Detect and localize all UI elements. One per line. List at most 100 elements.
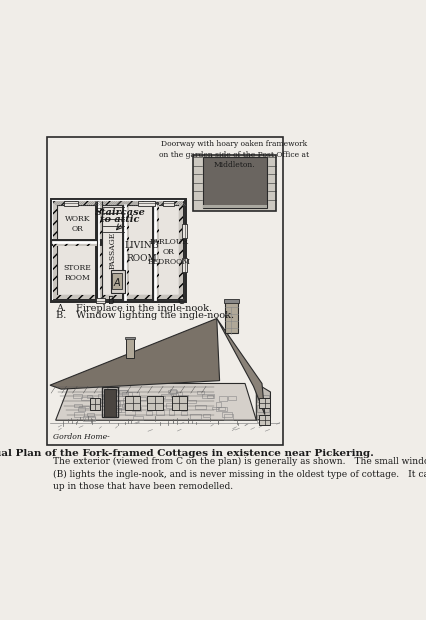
Bar: [227, 396, 236, 399]
Bar: [257, 405, 269, 412]
Text: B: B: [108, 296, 115, 306]
Bar: [53, 202, 183, 299]
Text: WORK
OR: WORK OR: [65, 215, 90, 232]
Bar: [46, 137, 283, 445]
Bar: [96, 403, 108, 406]
Bar: [172, 396, 187, 410]
Bar: [114, 408, 121, 412]
Bar: [135, 397, 146, 401]
Bar: [203, 414, 210, 417]
Bar: [257, 415, 269, 422]
Text: STORE
ROOM: STORE ROOM: [63, 264, 91, 282]
Bar: [257, 395, 269, 402]
Polygon shape: [193, 154, 276, 211]
Bar: [222, 412, 232, 417]
Bar: [122, 392, 132, 396]
Bar: [190, 415, 201, 419]
Bar: [178, 396, 188, 399]
Bar: [102, 388, 118, 417]
Bar: [181, 410, 187, 415]
Bar: [155, 205, 158, 299]
Bar: [111, 270, 125, 293]
Bar: [125, 410, 135, 415]
Bar: [197, 391, 204, 394]
Bar: [53, 294, 183, 299]
Bar: [125, 396, 141, 410]
Bar: [176, 391, 182, 397]
Bar: [53, 202, 57, 299]
Bar: [92, 403, 97, 409]
Bar: [53, 242, 98, 246]
Text: PASSAGE: PASSAGE: [109, 231, 117, 268]
Bar: [184, 400, 196, 403]
Bar: [57, 205, 179, 294]
Bar: [170, 409, 174, 415]
Bar: [171, 393, 178, 397]
Text: B. Window lighting the ingle-nook.: B. Window lighting the ingle-nook.: [56, 311, 234, 319]
Text: A. Fireplace in the ingle-nook.: A. Fireplace in the ingle-nook.: [56, 304, 212, 313]
Text: Staircase: Staircase: [95, 208, 146, 217]
Bar: [87, 413, 94, 415]
Bar: [118, 390, 127, 392]
Bar: [87, 395, 92, 398]
Bar: [168, 391, 177, 393]
Bar: [78, 407, 85, 411]
Bar: [118, 390, 128, 394]
Bar: [92, 399, 104, 402]
Bar: [166, 403, 172, 408]
Bar: [216, 407, 227, 411]
Bar: [147, 396, 163, 410]
Bar: [83, 416, 95, 421]
Bar: [156, 409, 164, 415]
Bar: [73, 394, 82, 398]
Bar: [202, 394, 214, 399]
Bar: [178, 405, 184, 409]
Bar: [182, 258, 187, 272]
Bar: [125, 337, 135, 339]
Bar: [74, 404, 81, 407]
Bar: [53, 202, 183, 299]
Bar: [112, 273, 122, 289]
Bar: [125, 205, 129, 299]
Text: PARLOUR
OR
BEDROOM: PARLOUR OR BEDROOM: [147, 238, 190, 266]
Text: A: A: [113, 278, 120, 288]
Text: LIVING
ROOM: LIVING ROOM: [124, 241, 159, 263]
Bar: [85, 417, 95, 420]
Bar: [98, 202, 102, 299]
Polygon shape: [256, 384, 271, 420]
Bar: [212, 407, 219, 409]
Bar: [259, 397, 271, 408]
Bar: [109, 401, 120, 406]
Bar: [157, 401, 161, 404]
Bar: [98, 394, 103, 399]
Bar: [225, 301, 238, 332]
Bar: [115, 396, 127, 400]
Bar: [53, 202, 183, 299]
Bar: [104, 389, 116, 417]
Bar: [123, 398, 133, 403]
Bar: [158, 396, 163, 401]
Bar: [163, 201, 174, 206]
Text: The usual Plan of the Fork-framed Cottages in existence near Pickering.: The usual Plan of the Fork-framed Cottag…: [0, 449, 374, 458]
Bar: [224, 414, 233, 420]
Bar: [179, 202, 183, 299]
Bar: [109, 391, 116, 394]
Bar: [118, 404, 124, 409]
Text: to attic: to attic: [101, 215, 140, 224]
Bar: [224, 299, 239, 303]
Bar: [218, 407, 225, 410]
Bar: [182, 224, 187, 238]
Bar: [155, 396, 165, 399]
Bar: [170, 389, 176, 394]
Bar: [81, 397, 92, 400]
Polygon shape: [50, 319, 219, 389]
Bar: [114, 408, 125, 412]
Bar: [207, 395, 213, 398]
Bar: [146, 411, 152, 415]
Bar: [127, 392, 139, 397]
Bar: [127, 339, 134, 358]
Polygon shape: [203, 157, 267, 208]
Bar: [53, 202, 183, 205]
Bar: [122, 404, 130, 407]
Text: C: C: [178, 296, 184, 306]
